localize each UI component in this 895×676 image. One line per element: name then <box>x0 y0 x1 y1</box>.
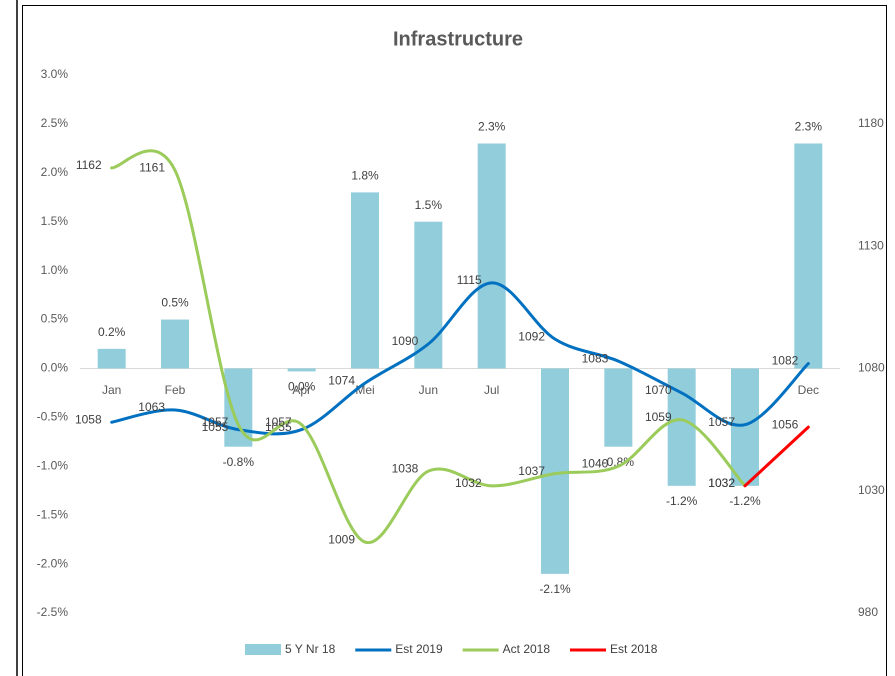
line-value-label: 1032 <box>455 476 482 490</box>
bar <box>414 221 443 369</box>
y-tick-label: -1.5% <box>37 507 69 521</box>
line-value-label: 1040 <box>582 456 609 470</box>
line-value-label: 1161 <box>139 161 165 175</box>
bar-value-label: -1.2% <box>729 494 761 508</box>
bar-value-label: -0.8% <box>223 455 255 469</box>
y-tick-label: -2.0% <box>37 556 69 570</box>
y-tick-label: -1.0% <box>37 458 69 472</box>
line-value-label: 1059 <box>645 410 672 424</box>
line-value-label: 1083 <box>582 351 609 365</box>
y-tick-label: 2.5% <box>41 116 69 130</box>
bar-value-label: 1.5% <box>415 198 443 212</box>
y-tick-label: 3.0% <box>41 67 69 81</box>
line-value-label: 1058 <box>75 412 102 426</box>
line-value-label: 1092 <box>518 329 545 343</box>
y-tick-label: -2.5% <box>37 605 69 619</box>
x-tick-label: Mei <box>355 383 374 397</box>
y2-tick-label: 1130 <box>858 238 884 252</box>
x-tick-label: Dec <box>798 383 819 397</box>
bar <box>541 368 569 574</box>
line-value-label: 1057 <box>708 415 735 429</box>
bar-value-label: 2.3% <box>795 120 823 134</box>
x-tick-label: Jul <box>484 383 499 397</box>
bar <box>604 368 633 447</box>
line-value-label: 1009 <box>328 532 355 546</box>
line-value-label: 1038 <box>392 461 419 475</box>
bar-value-label: 0.2% <box>98 325 126 339</box>
bar <box>287 368 316 372</box>
bar <box>97 348 126 369</box>
x-tick-label: Jan <box>102 383 121 397</box>
y2-tick-label: 1080 <box>858 361 885 375</box>
line-value-label: 1090 <box>392 334 419 348</box>
line-value-label: 1057 <box>265 415 292 429</box>
bar <box>224 368 253 447</box>
line-series <box>110 281 810 436</box>
legend-label: 5 Y Nr 18 <box>285 642 336 656</box>
y-tick-label: 0.0% <box>41 361 69 375</box>
line-value-label: 1057 <box>202 415 229 429</box>
line-series <box>110 149 747 544</box>
bar <box>794 143 823 369</box>
legend-swatch <box>245 644 281 655</box>
chart-frame <box>22 5 887 676</box>
bar <box>161 319 189 369</box>
line-value-label: 1115 <box>457 273 482 287</box>
line-value-label: 1056 <box>772 417 799 431</box>
line-value-label: 1032 <box>708 476 735 490</box>
y-tick-label: -0.5% <box>37 410 69 424</box>
line-series <box>743 425 810 488</box>
legend-label: Est 2018 <box>610 642 658 656</box>
y-tick-label: 1.5% <box>41 214 69 228</box>
y2-tick-label: 1180 <box>858 116 884 130</box>
legend-label: Act 2018 <box>503 642 551 656</box>
x-tick-label: Feb <box>165 383 186 397</box>
bar <box>667 368 696 486</box>
y2-tick-label: 1030 <box>858 483 885 497</box>
bar-value-label: 2.3% <box>478 120 506 134</box>
x-tick-label: Apr <box>292 383 311 397</box>
bar-value-label: -2.1% <box>539 582 571 596</box>
y-tick-label: 0.5% <box>41 312 69 326</box>
line-value-label: 1082 <box>772 354 799 368</box>
bar-value-label: 0.0% <box>288 380 316 394</box>
bar <box>477 143 506 369</box>
bar-value-label: 1.8% <box>351 169 379 183</box>
line-value-label: 1032 <box>708 476 735 490</box>
y-tick-label: 2.0% <box>41 165 69 179</box>
bar <box>351 192 379 369</box>
chart-title: Infrastructure <box>393 28 523 50</box>
x-tick-label: Jun <box>419 383 438 397</box>
bar-value-label: -1.2% <box>666 494 698 508</box>
y2-tick-label: 980 <box>858 605 878 619</box>
legend-label: Est 2019 <box>395 642 443 656</box>
bar <box>731 368 759 486</box>
line-value-label: 1063 <box>138 400 165 414</box>
line-value-label: 1055 <box>202 420 229 434</box>
y-tick-label: 1.0% <box>41 263 69 277</box>
bar-value-label: 0.5% <box>161 296 189 310</box>
bar-value-label: -0.8% <box>603 455 635 469</box>
line-value-label: 1074 <box>328 373 355 387</box>
line-value-label: 1162 <box>76 158 102 172</box>
line-value-label: 1037 <box>518 464 545 478</box>
line-value-label: 1070 <box>645 383 672 397</box>
